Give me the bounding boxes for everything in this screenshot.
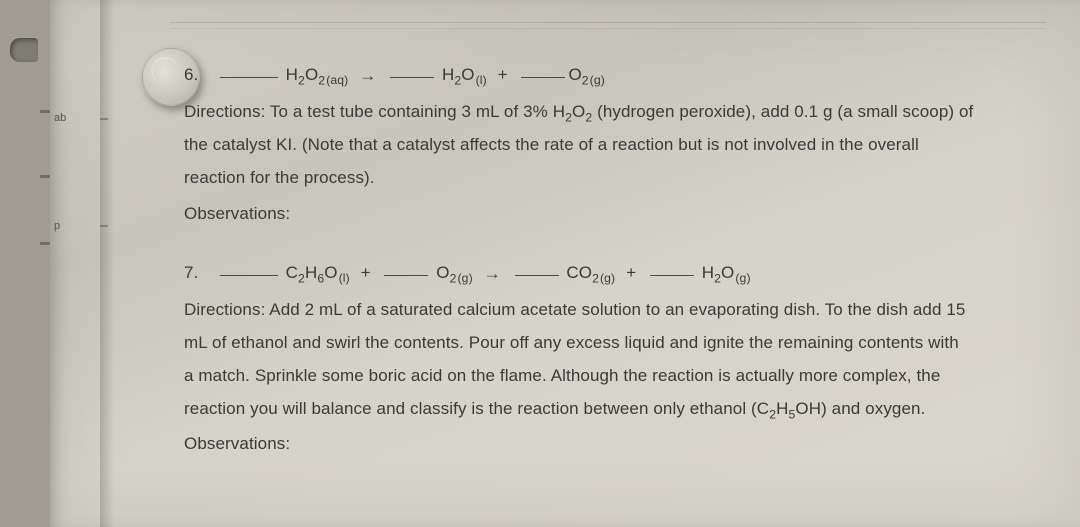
state-label: (l): [338, 271, 350, 285]
directions-text: a match. Sprinkle some boric acid on the…: [184, 359, 1046, 392]
formula-part: H: [286, 65, 298, 84]
worksheet-content: 6. H2O2(aq) → H2O(l) + O2(g) Directions:…: [178, 58, 1046, 487]
state-label: (g): [599, 271, 615, 285]
directions-text: Directions: Add 2 mL of a saturated calc…: [184, 293, 1046, 326]
reaction-arrow-icon: →: [478, 257, 507, 290]
formula-part: O: [305, 65, 318, 84]
plus-sign: +: [355, 263, 377, 282]
subscript: 2: [592, 271, 599, 285]
formula-part: O: [461, 65, 474, 84]
text: O: [572, 102, 585, 121]
directions-text: the catalyst KI. (Note that a catalyst a…: [184, 128, 1046, 161]
subscript: 2: [450, 271, 457, 285]
plus-sign: +: [620, 263, 642, 282]
text: OH) and oxygen.: [795, 399, 925, 418]
binding-shadow: [100, 0, 114, 527]
worksheet-page: ab p 6. H2O2(aq) → H2O(l) + O2(g) Direct…: [50, 0, 1080, 527]
directions-text: reaction you will balance and classify i…: [184, 392, 1046, 425]
binding-hole: [10, 38, 38, 62]
question-7: 7. C2H6O(l) + O2(g) → CO2(g) + H2O(g) Di…: [178, 256, 1046, 461]
state-label: (g): [734, 271, 750, 285]
coefficient-blank: [220, 62, 278, 78]
subscript: 2: [565, 111, 572, 125]
reaction-arrow-icon: →: [353, 59, 382, 92]
formula-part: O: [721, 263, 734, 282]
state-label: (aq): [325, 73, 348, 87]
coefficient-blank: [384, 259, 428, 275]
question-6: 6. H2O2(aq) → H2O(l) + O2(g) Directions:…: [178, 58, 1046, 230]
formula-part: O: [324, 263, 337, 282]
notebook-binding: [0, 0, 50, 527]
directions-text: reaction for the process).: [184, 161, 1046, 194]
text: Add 2 mL of a saturated calcium acetate …: [265, 300, 965, 319]
subscript: 2: [298, 73, 305, 87]
text: To a test tube containing 3 mL of 3% H: [265, 102, 565, 121]
formula-part: C: [286, 263, 298, 282]
equation-line: 7. C2H6O(l) + O2(g) → CO2(g) + H2O(g): [184, 256, 1046, 289]
binding-tick: [40, 175, 50, 178]
text: (hydrogen peroxide), add 0.1 g (a small …: [592, 102, 973, 121]
state-label: (l): [475, 73, 487, 87]
binding-tick: [40, 110, 50, 113]
margin-note: ab: [54, 112, 66, 124]
page-rule-line: [170, 28, 1046, 29]
coefficient-blank: [220, 259, 278, 275]
formula-part: O: [568, 65, 581, 84]
subscript: 2: [298, 271, 305, 285]
directions-label: Directions:: [184, 102, 265, 121]
text: H: [776, 399, 788, 418]
binding-tick: [40, 242, 50, 245]
state-label: (g): [457, 271, 473, 285]
subscript: 2: [714, 271, 721, 285]
coefficient-blank: [521, 62, 565, 78]
coefficient-blank: [650, 259, 694, 275]
coefficient-blank: [515, 259, 559, 275]
observations-label: Observations:: [184, 197, 1046, 230]
directions-text: Directions: To a test tube containing 3 …: [184, 95, 1046, 128]
equation-line: 6. H2O2(aq) → H2O(l) + O2(g): [184, 58, 1046, 91]
formula-part: CO: [566, 263, 592, 282]
state-label: (g): [589, 73, 605, 87]
question-number: 6.: [184, 58, 212, 91]
coefficient-blank: [390, 62, 434, 78]
formula-part: O: [436, 263, 449, 282]
text: reaction you will balance and classify i…: [184, 399, 769, 418]
subscript: 2: [582, 73, 589, 87]
margin-note: p: [54, 220, 60, 232]
formula-part: H: [442, 65, 454, 84]
observations-label: Observations:: [184, 427, 1046, 460]
directions-label: Directions:: [184, 300, 265, 319]
directions-text: mL of ethanol and swirl the contents. Po…: [184, 326, 1046, 359]
formula-part: H: [702, 263, 714, 282]
question-number: 7.: [184, 256, 212, 289]
page-rule-line: [170, 22, 1046, 23]
plus-sign: +: [492, 65, 514, 84]
formula-part: H: [305, 263, 317, 282]
